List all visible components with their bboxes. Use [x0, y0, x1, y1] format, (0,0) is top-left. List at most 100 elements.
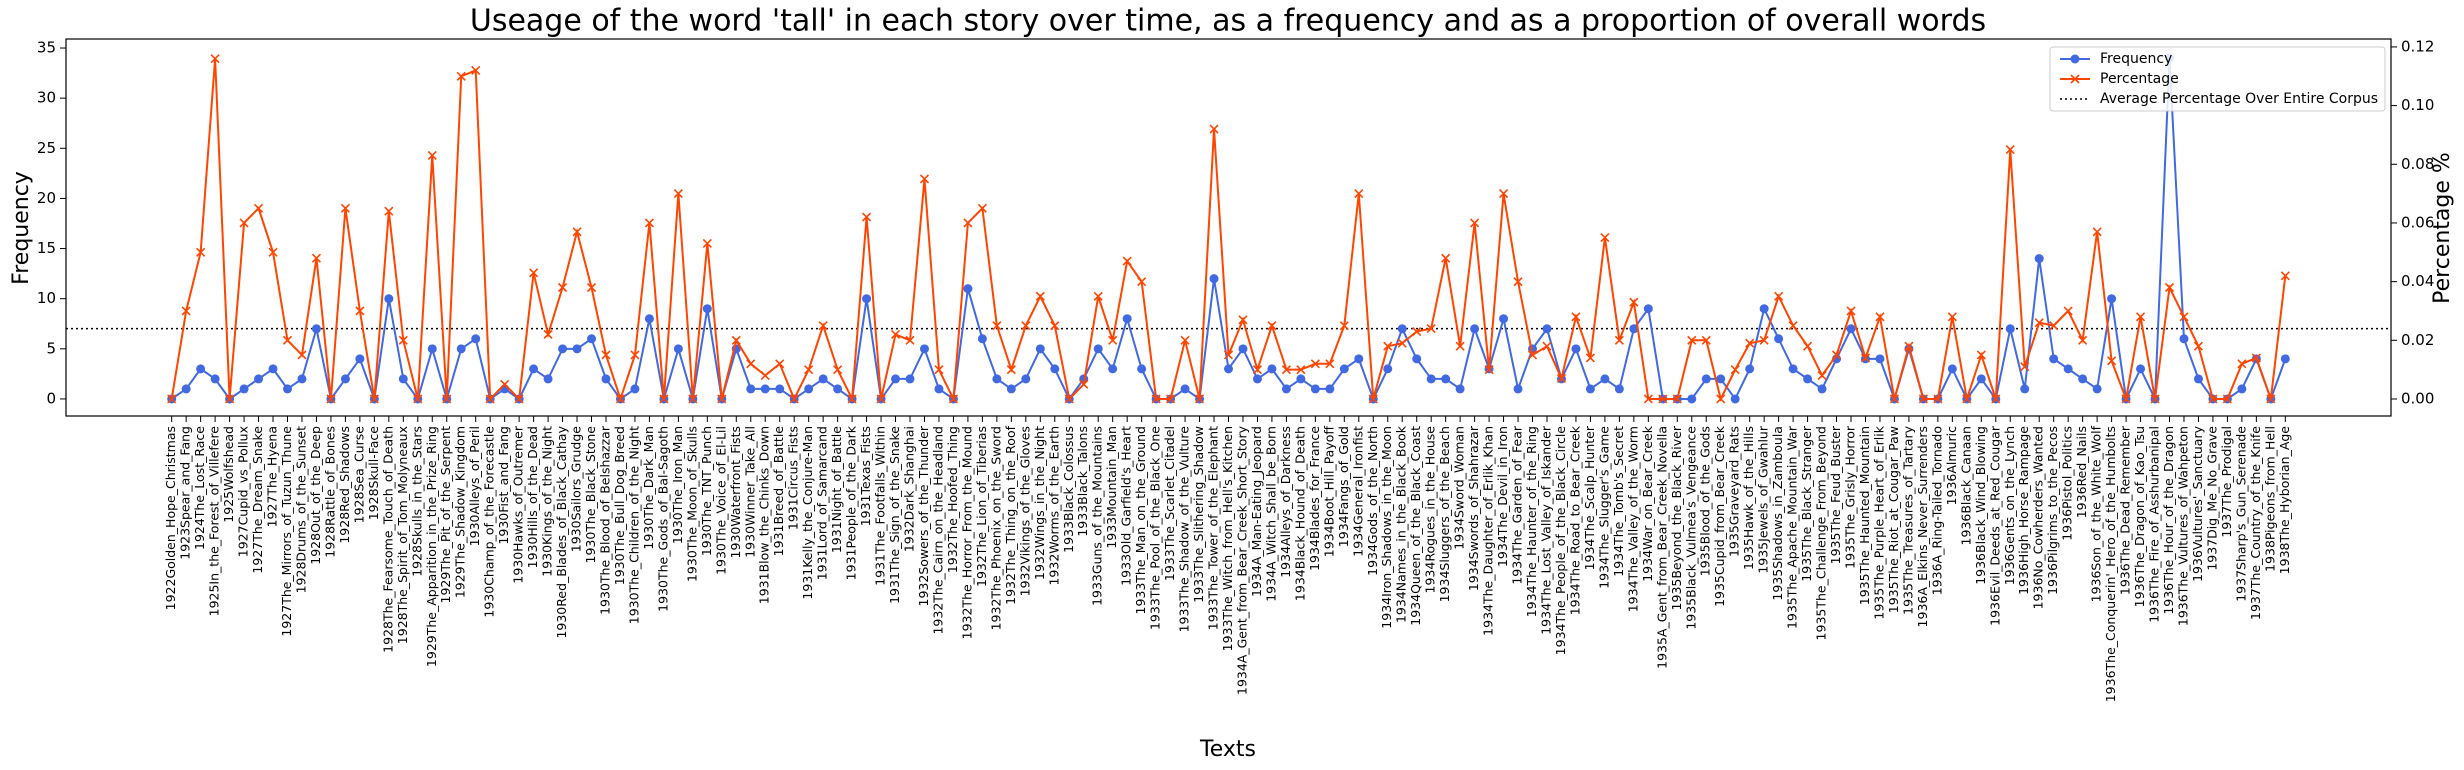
data-point [2193, 374, 2203, 384]
y2-tick-label: 0.08 [2401, 155, 2434, 173]
data-point [167, 394, 177, 404]
x-tick-label: 1936The_Dragon_of_Kao_Tsu [2132, 426, 2147, 607]
data-point [717, 394, 727, 404]
data-point [2237, 359, 2247, 369]
x-tick-label: 1933The_Witch_from_Hell's_Kitchen [1220, 426, 1235, 651]
data-point [196, 247, 206, 257]
x-tick-label: 1935Blood_of_the_Gods [1698, 426, 1713, 576]
data-point [2005, 145, 2015, 155]
x-axis-label: Texts [1199, 737, 1256, 762]
data-point [529, 364, 539, 374]
data-point [1455, 341, 1465, 351]
data-point [2020, 384, 2030, 394]
data-point [1774, 291, 1784, 301]
x-tick-label: 1933Guns_of_the_Mountains [1090, 426, 1105, 606]
data-point [1426, 374, 1436, 384]
data-point [1701, 374, 1711, 384]
data-point [1441, 374, 1451, 384]
data-point [1600, 374, 1610, 384]
data-point [1137, 364, 1147, 374]
data-point [1585, 353, 1595, 363]
x-tick-label: 1935Shadows_in_Zamboula [1770, 426, 1785, 601]
x-tick-label: 1934The_Devil_in_Iron [1495, 426, 1510, 567]
data-point [1976, 350, 1986, 360]
x-tick-label: 1930Fist_and_Fang [496, 426, 511, 545]
x-tick-label: 1928Red_Shadows [337, 426, 352, 544]
data-point [2135, 312, 2146, 322]
data-point [1223, 350, 1234, 360]
data-point [587, 334, 597, 344]
data-point [1035, 291, 1045, 301]
data-point [1441, 253, 1451, 263]
x-tick-label: 1922Golden_Hope_Christmas [163, 426, 178, 610]
data-point [862, 212, 872, 222]
data-point [268, 247, 278, 257]
data-point [1050, 364, 1060, 374]
x-tick-label: 1932The_Cairn_on_the_Headland [930, 426, 945, 635]
data-point [355, 354, 365, 364]
data-point [1875, 312, 1885, 322]
data-point [1730, 394, 1740, 404]
x-tick-label: 1935The_Apache_Mountain_War [1785, 425, 1800, 629]
data-point [384, 294, 394, 304]
legend-label: Average Percentage Over Entire Corpus [2100, 91, 2378, 107]
data-point [1093, 344, 1103, 354]
x-tick-label: 1936Evil_Deeds_at_Red_Cougar [1987, 425, 2002, 626]
data-point [1267, 364, 1277, 374]
data-point [1137, 277, 1147, 287]
data-point [1498, 189, 1509, 199]
data-point [1933, 394, 1943, 404]
chart-title: Useage of the word 'tall' in each story … [470, 4, 1986, 39]
x-tick-label: 1932The_Thing_on_the_Roof [1003, 425, 1018, 604]
data-point [369, 394, 379, 404]
data-point [239, 218, 249, 228]
data-point [1310, 359, 1320, 369]
x-tick-label: 1930Champ_of_the_Forecastle [482, 426, 497, 618]
data-point [1614, 335, 1624, 345]
x-tick-label: 1931Circus_Fists [786, 426, 801, 530]
data-point [1050, 321, 1060, 331]
data-point [601, 374, 611, 384]
data-point [282, 384, 292, 394]
data-point [1412, 354, 1422, 364]
data-point [1629, 324, 1639, 334]
x-tick-label: 1934Boot_Hill_Payoff [1321, 426, 1336, 558]
data-point [2063, 306, 2073, 316]
data-point [919, 174, 930, 184]
x-tick-label: 1932Wings_in_the_Night [1032, 426, 1047, 580]
x-tick-label: 1930The_Bull_Dog_Breed [612, 426, 627, 585]
data-point [282, 335, 293, 345]
data-point [804, 384, 814, 394]
data-point [1803, 374, 1813, 384]
data-point [225, 394, 235, 404]
data-point [254, 374, 264, 384]
data-point [702, 304, 712, 314]
x-tick-label: 1936Red_Nails [2074, 426, 2089, 518]
data-point [1745, 338, 1755, 348]
y2-tick-label: 0.04 [2401, 272, 2434, 290]
data-point [1643, 394, 1653, 404]
y-tick-label: 0 [46, 389, 56, 407]
data-point [1991, 394, 2001, 404]
data-point [630, 384, 640, 394]
x-tick-label: 1929The_Shadow_Kingdom [453, 426, 468, 598]
y2-tick-label: 0.02 [2401, 331, 2434, 349]
x-tick-label: 1930The_TNT_Punch [699, 426, 714, 556]
data-point [1310, 384, 1320, 394]
x-tick-label: 1934A_Gent_from_Bear_Creek_Short_Story [1234, 425, 1249, 695]
data-point [1701, 335, 1711, 345]
x-tick-label: 1932The_Phoenix_on_the_Sword [988, 426, 1003, 630]
data-point [934, 384, 944, 394]
data-point [1354, 354, 1364, 364]
data-point [456, 344, 466, 354]
x-tick-label: 1935Graveyard_Rats [1727, 426, 1742, 557]
y-tick-label: 15 [37, 239, 56, 257]
x-tick-label: 1925Wolfshead [221, 426, 236, 523]
x-tick-label: 1931The_Sign_of_the_Snake [887, 426, 902, 604]
x-tick-label: 1932Dark_Shanghai [902, 426, 917, 552]
x-tick-label: 1930Waterfront_Fists [728, 426, 743, 558]
data-point [1296, 374, 1306, 384]
data-point [572, 344, 582, 354]
data-point [818, 321, 828, 331]
x-tick-label: 1930Winner_Take_All [742, 426, 757, 558]
